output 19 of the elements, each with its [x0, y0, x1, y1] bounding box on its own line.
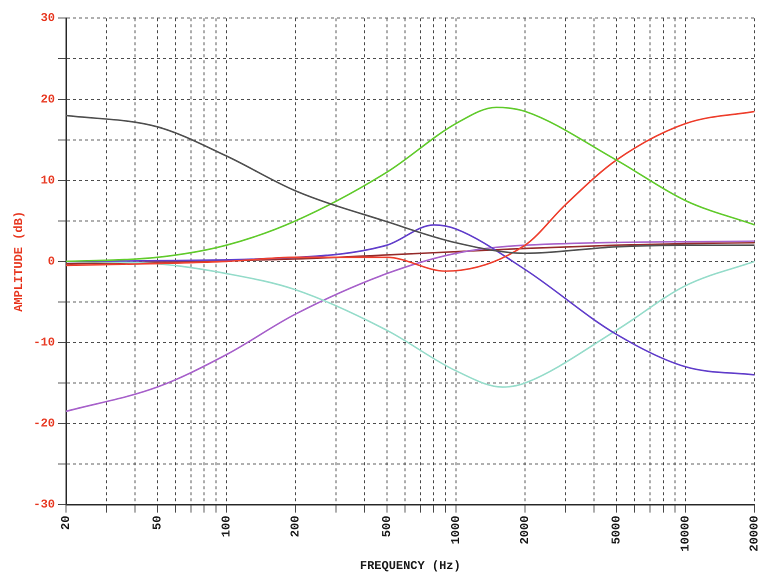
x-tick-label: 10000	[678, 516, 693, 552]
y-tick-label: 30	[40, 11, 56, 26]
y-tick-label: 10	[40, 173, 56, 188]
x-tick-label: 50	[150, 516, 164, 530]
x-tick-label: 20	[59, 516, 74, 530]
x-tick-label: 200	[288, 516, 303, 538]
x-tick-label: 1000	[448, 516, 463, 544]
x-tick-label: 500	[380, 516, 394, 538]
x-axis-title: FREQUENCY (Hz)	[360, 558, 461, 573]
x-tick-label: 100	[219, 516, 234, 538]
y-tick-label: -30	[33, 498, 56, 512]
y-tick-label: 20	[40, 92, 56, 106]
y-tick-label: -10	[33, 335, 56, 350]
y-axis-title: AMPLITUDE (dB)	[12, 210, 26, 312]
x-tick-label: 2000	[518, 516, 532, 544]
x-tick-label: 20000	[748, 516, 762, 552]
x-tick-label: 5000	[609, 516, 624, 544]
y-tick-label: 0	[48, 254, 56, 268]
y-tick-label: -20	[33, 416, 56, 431]
